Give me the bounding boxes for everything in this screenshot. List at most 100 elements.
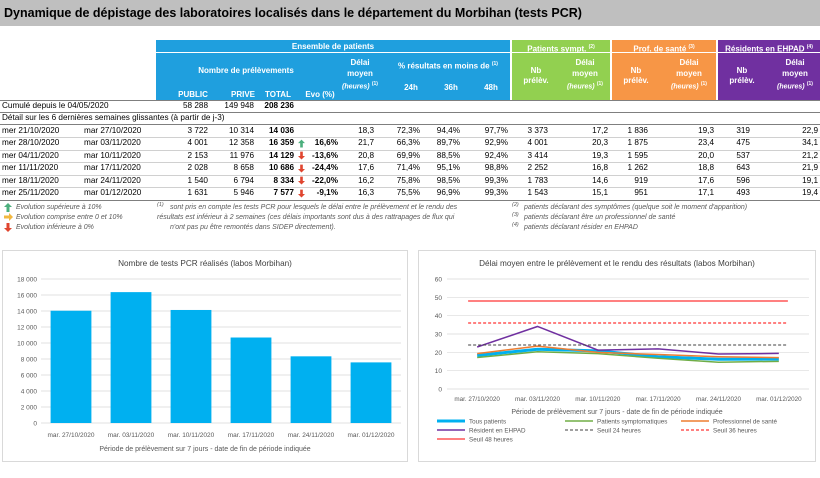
y-tick-label: 20 — [435, 350, 443, 357]
row-sympt-delai: 15,1 — [592, 188, 608, 197]
y-tick-label: 40 — [435, 313, 443, 320]
x-tick-label: mar. 03/11/2020 — [515, 396, 561, 403]
row-date-start: mer 18/11/2020 — [2, 175, 59, 185]
row-sympt-nb: 3 373 — [527, 126, 549, 135]
header-prof-nb: Nb prélèv. — [623, 66, 649, 85]
x-tick-label: mar. 10/11/2020 — [575, 396, 621, 403]
note-4: patients déclarant résider en EHPAD — [524, 224, 638, 231]
x-tick-label: mar. 17/11/2020 — [228, 432, 275, 439]
bar — [110, 292, 152, 423]
legend-label: Seuil 48 heures — [469, 436, 513, 443]
row-public: 1 540 — [187, 175, 209, 185]
row-prive: 12 358 — [228, 138, 254, 148]
line-chart-xlabel: Période de prélèvement sur 7 jours - dat… — [511, 409, 723, 416]
header-ehpad: Résidents en EHPAD (4) — [725, 44, 813, 54]
bar-chart: 0 2 000 4 000 6 000 8 000 10 000 12 000 14 000 1… — [17, 277, 401, 439]
header-prof-delai: Délai moyen (heures) (1) — [671, 58, 707, 91]
y-tick-label: 14 000 — [17, 309, 37, 316]
row-evo: -24,4% — [312, 163, 338, 173]
row-prof-delai: 17,6 — [698, 175, 714, 185]
row-delai: 16,2 — [358, 175, 374, 185]
row-delai: 18,3 — [358, 126, 374, 135]
row-ehpad-nb: 493 — [736, 188, 750, 197]
series-line — [477, 351, 779, 363]
note-2-marker: (2) — [512, 202, 519, 208]
row-evo: -22,0% — [312, 175, 338, 185]
row-sympt-delai: 20,3 — [592, 138, 608, 148]
cumul-row-rule — [0, 100, 820, 101]
row-date-start: mer 21/10/2020 — [2, 126, 60, 135]
header-evo: Evo (%) — [305, 90, 335, 99]
note-1-marker: (1) — [157, 202, 164, 208]
row-pct-48h: 97,7% — [484, 126, 508, 135]
legend-label: Seuil 36 heures — [713, 427, 757, 434]
row-total: 7 577 — [273, 188, 295, 197]
row-rule — [0, 137, 820, 139]
header-24h: 24h — [404, 83, 418, 92]
arrow-down-red-icon — [298, 189, 305, 197]
row-ehpad-nb: 475 — [736, 138, 750, 148]
row-ehpad-delai: 34,1 — [802, 138, 818, 148]
row-pct-36h: 95,1% — [436, 163, 460, 173]
x-tick-label: mar. 24/11/2020 — [696, 396, 742, 403]
y-tick-label: 0 — [438, 387, 442, 394]
legend-mid: Evolution comprise entre 0 et 10% — [16, 214, 123, 221]
header-48h: 48h — [484, 83, 498, 92]
row-pct-24h: 66,3% — [396, 138, 420, 148]
header-band-ehpad — [718, 40, 820, 100]
legend-label: Patients symptomatiques — [597, 418, 667, 425]
row-ehpad-delai: 22,9 — [802, 126, 818, 135]
row-rule — [0, 162, 820, 164]
note-3-marker: (3) — [512, 212, 519, 218]
row-pct-24h: 71,4% — [396, 163, 420, 173]
cumul-label: Cumulé depuis le 04/05/2020 — [2, 101, 109, 110]
row-sympt-nb: 3 414 — [527, 150, 549, 160]
header-prof: Prof. de santé (3) — [633, 44, 695, 54]
note-4-marker: (4) — [512, 222, 519, 228]
row-prof-delai: 18,8 — [698, 163, 714, 173]
x-tick-label: mar. 01/12/2020 — [756, 396, 802, 403]
row-public: 1 631 — [187, 188, 209, 197]
bar — [350, 362, 392, 423]
row-ehpad-delai: 21,9 — [802, 163, 818, 173]
row-pct-48h: 92,4% — [484, 150, 508, 160]
row-pct-24h: 69,9% — [396, 150, 420, 160]
y-tick-label: 50 — [435, 295, 443, 302]
row-sympt-delai: 16,8 — [592, 163, 608, 173]
row-pct-24h: 75,5% — [396, 188, 420, 197]
arrow-up-green-icon — [298, 139, 305, 148]
y-tick-label: 18 000 — [17, 277, 37, 284]
row-sympt-delai: 19,3 — [592, 150, 608, 160]
x-tick-label: mar. 17/11/2020 — [636, 396, 682, 403]
bar — [170, 309, 212, 423]
x-tick-label: mar. 10/11/2020 — [168, 432, 215, 439]
x-tick-label: mar. 27/10/2020 — [48, 432, 95, 439]
row-prive: 8 658 — [233, 163, 255, 173]
row-date-end: mar 03/11/2020 — [84, 138, 141, 148]
header-ensemble: Ensemble de patients — [291, 42, 375, 51]
y-tick-label: 10 000 — [17, 341, 37, 348]
line-chart-panel: Délai moyen entre le prélèvement et le r… — [418, 250, 816, 462]
table-bottom-rule — [0, 200, 820, 201]
row-date-end: mar 10/11/2020 — [84, 150, 141, 160]
arrow-down-red-icon — [298, 176, 305, 185]
series-line — [476, 325, 779, 355]
row-public: 2 153 — [187, 150, 209, 160]
y-tick-label: 30 — [435, 332, 443, 339]
row-prive: 6 794 — [233, 175, 255, 185]
row-sympt-delai: 14,6 — [592, 175, 608, 185]
row-total: 8 334 — [273, 175, 295, 185]
row-prof-nb: 919 — [634, 175, 648, 185]
series-line — [477, 345, 779, 359]
row-ehpad-nb: 596 — [736, 175, 750, 185]
row-delai: 16,3 — [358, 188, 374, 197]
row-rule — [0, 187, 820, 188]
row-evo: 16,6% — [314, 138, 338, 148]
row-date-start: mer 11/11/2020 — [2, 163, 59, 173]
x-tick-label: mar. 24/11/2020 — [288, 432, 335, 439]
row-date-end: mar 17/11/2020 — [84, 163, 141, 173]
row-date-end: mar 27/10/2020 — [84, 126, 142, 135]
y-tick-label: 60 — [435, 277, 443, 284]
bar-chart-panel: Nombre de tests PCR réalisés (labos Morb… — [2, 250, 408, 462]
row-rule — [0, 149, 820, 151]
